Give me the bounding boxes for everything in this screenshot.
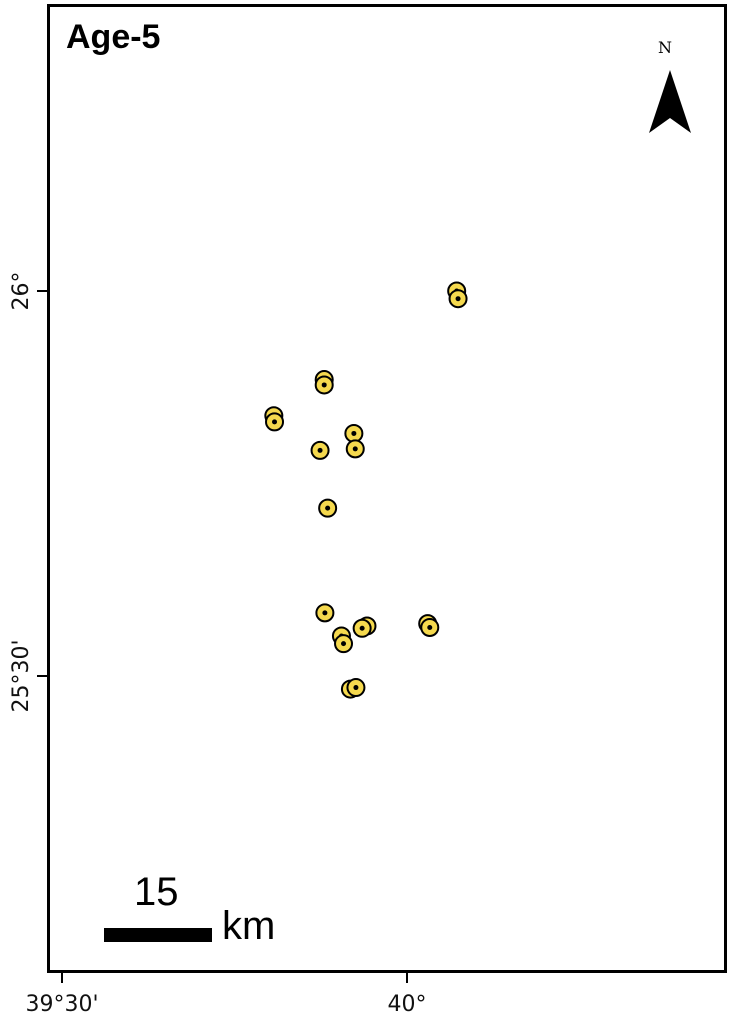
- survey-point: [265, 412, 285, 432]
- survey-point: [448, 289, 468, 309]
- map-title: Age-5: [66, 18, 161, 56]
- survey-points: [264, 281, 468, 699]
- x-tick-label: 39°30': [25, 992, 99, 1017]
- axis-ticks: [37, 290, 408, 983]
- survey-point: [344, 423, 364, 443]
- north-arrow-icon: [649, 70, 691, 133]
- survey-point: [314, 375, 334, 395]
- map-frame: [47, 4, 727, 973]
- survey-point: [334, 634, 354, 654]
- scale-bar-value: 15: [134, 870, 179, 914]
- survey-point: [310, 440, 330, 460]
- scale-bar: [104, 928, 212, 942]
- y-tick-label: 26°: [9, 271, 34, 311]
- y-tick-label: 25°30': [9, 639, 34, 713]
- survey-point: [318, 498, 338, 518]
- survey-point: [352, 618, 372, 638]
- survey-point: [345, 439, 365, 459]
- scale-bar-unit: km: [222, 904, 276, 948]
- survey-point: [315, 603, 335, 623]
- survey-point: [346, 678, 366, 698]
- survey-point: [420, 617, 440, 637]
- north-label: N: [658, 38, 672, 57]
- x-tick-label: 40°: [387, 992, 427, 1017]
